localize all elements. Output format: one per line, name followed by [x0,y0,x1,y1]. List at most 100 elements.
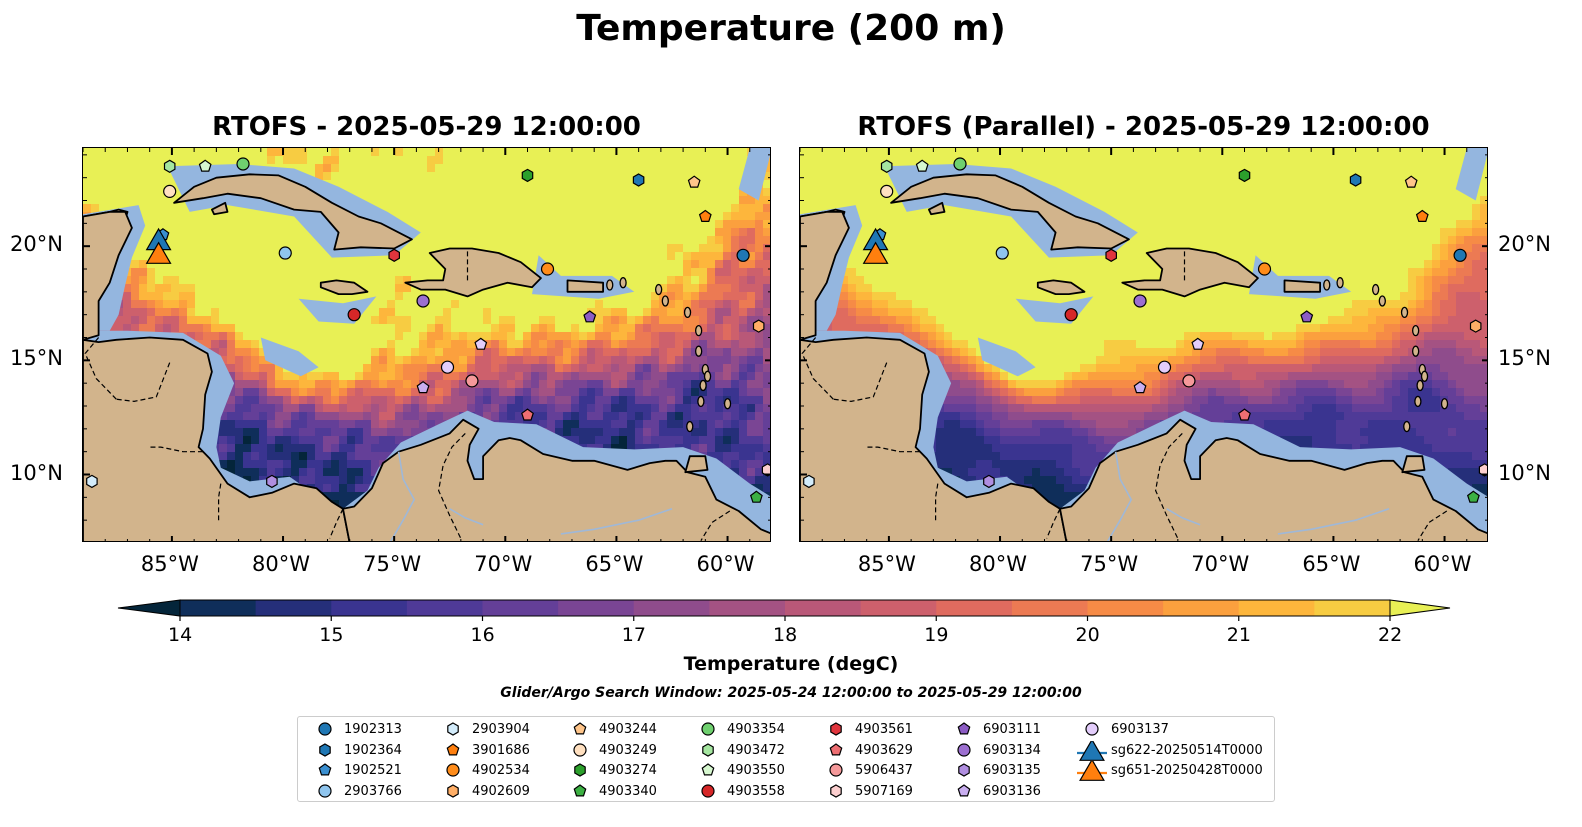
land-yucatan2 [800,211,850,341]
legend-marker [957,722,971,735]
float-4902609 [1469,319,1482,333]
colorbar-segment [936,600,1013,616]
float-4903244 [1404,175,1418,188]
float-6903135 [266,474,278,489]
colorbar-tick-label: 16 [470,624,495,646]
glider-sg651-20250428T0000 [862,241,889,264]
float-5907169 [1478,463,1487,477]
legend-marker [701,722,715,736]
search-window-note: Glider/Argo Search Window: 2025-05-24 12… [500,685,1082,701]
legend-label: sg651-20250428T0000 [1111,763,1263,778]
gliders [862,227,889,264]
legend-label: 2903904 [472,722,530,737]
x-tick-label: 85°W [140,552,199,576]
argo-floats [86,157,770,503]
legend-label: 4903249 [599,742,657,758]
x-tick-label: 80°W [252,552,311,576]
float-4903561 [388,248,400,262]
gliders [145,227,172,264]
legend-label: 4903354 [727,722,785,737]
rivers [1106,451,1390,541]
float-4903550 [915,159,929,172]
legend-circle-marker [701,722,715,736]
land-cuba [173,173,413,251]
float-4902609 [752,319,765,333]
land-centralAmerica [83,336,351,541]
rivers [389,451,673,541]
colorbar-segment [1163,600,1240,616]
float-4903274 [1238,168,1251,183]
legend-hexagon-marker [319,742,331,757]
legend-pentagon-marker [829,742,843,755]
float-6903135 [983,474,995,489]
land-southAmerica [1059,418,1487,541]
country-borders [801,250,1448,541]
y-tick-label-left: 10°N [10,460,63,485]
colorbar-tick-label: 14 [168,624,193,646]
float-4903340 [749,490,763,503]
float-4903244 [687,175,701,188]
legend-circle-marker [829,763,843,777]
legend-marker [701,783,715,798]
legend-circle-marker [1085,722,1099,736]
x-tick-label: 80°W [969,552,1028,576]
legend-marker [958,763,970,777]
land-trinidad [1401,455,1426,474]
float-2903766 [995,246,1009,260]
land-puertoRico [566,279,604,293]
legend-marker [319,742,331,757]
legend-marker [446,763,460,777]
colorbar-segment [1011,600,1088,616]
x-tick-label: 65°W [585,552,644,576]
axis-ticks [83,148,770,541]
legend-marker [1077,740,1107,761]
legend-label: 4903550 [727,763,785,778]
map-panel-rtofs-parallel [799,147,1488,542]
legend-marker [573,742,587,757]
float-6903111 [1300,310,1314,323]
legend-marker [957,783,971,796]
colorbar-tick-label: 20 [1075,624,1100,646]
legend-label: 4903561 [855,722,913,737]
float-4903472 [880,159,893,173]
legend-label: 4903472 [727,742,785,758]
legend-circle-marker [701,783,715,798]
colorbar [117,599,1451,621]
float-6903137b [1191,337,1205,350]
float-6903111 [583,310,597,323]
legend-label: sg622-20250514T0000 [1111,742,1263,758]
map-title-rtofs: RTOFS - 2025-05-29 12:00:00 [212,112,641,142]
float-6903134 [416,294,430,308]
legend-circle-marker [573,742,587,757]
y-tick-label-right: 15°N [1498,346,1551,371]
x-tick-label: 60°W [696,552,755,576]
legend-circle-marker [318,783,332,798]
colorbar-segment [633,600,710,616]
legend-label: 5907169 [855,783,913,799]
legend-label: 1902313 [344,722,402,737]
legend-label: 4902609 [472,783,530,799]
map-title-rtofs-parallel: RTOFS (Parallel) - 2025-05-29 12:00:00 [857,112,1430,142]
legend-hexagon-marker [702,742,714,757]
float-4903340 [1466,490,1480,503]
legend-label: 3901686 [472,742,530,758]
legend-marker [701,763,715,776]
colorbar-label: Temperature (degC) [683,653,899,675]
legend-marker [318,722,332,736]
legend-label: 1902521 [344,763,402,778]
colorbar-segment [785,600,862,616]
land-masses [800,173,1487,541]
legend-marker [573,722,587,735]
legend-marker [702,742,714,757]
legend-pentagon-marker [573,783,587,796]
colorbar-tick-label: 15 [319,624,344,646]
x-tick-label: 70°W [1191,552,1250,576]
legend-marker [829,763,843,777]
colorbar-tick-label: 21 [1226,624,1251,646]
legend-marker [447,722,459,736]
map-canvas [800,148,1487,541]
legend-marker [829,742,843,755]
legend-pentagon-marker [446,742,460,755]
legend-pentagon-marker [318,763,332,776]
colorbar-tick-label: 18 [773,624,798,646]
